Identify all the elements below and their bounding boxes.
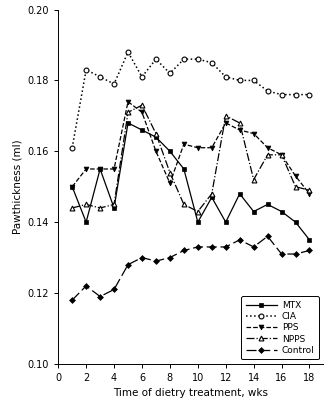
Control [84, 284, 88, 288]
Control [168, 255, 172, 260]
NPPS [154, 131, 158, 136]
MTX [252, 209, 256, 214]
Control [224, 244, 228, 249]
NPPS [182, 202, 186, 207]
X-axis label: Time of dietry treatment, wks: Time of dietry treatment, wks [113, 388, 268, 398]
Control [140, 255, 144, 260]
PPS [140, 110, 144, 115]
CIA [84, 67, 88, 72]
Line: NPPS: NPPS [70, 103, 312, 214]
Control [308, 248, 312, 253]
NPPS [196, 209, 200, 214]
CIA [126, 50, 130, 55]
MTX [266, 202, 269, 207]
CIA [168, 71, 172, 76]
CIA [238, 78, 242, 83]
MTX [126, 120, 130, 125]
CIA [293, 92, 297, 97]
PPS [98, 166, 102, 171]
NPPS [112, 202, 116, 207]
MTX [140, 128, 144, 133]
Control [70, 298, 74, 303]
Control [293, 252, 297, 257]
PPS [266, 145, 269, 150]
MTX [238, 191, 242, 196]
NPPS [266, 152, 269, 157]
CIA [196, 57, 200, 61]
PPS [293, 174, 297, 179]
MTX [112, 206, 116, 210]
NPPS [308, 188, 312, 193]
Line: MTX: MTX [70, 121, 312, 242]
PPS [196, 145, 200, 150]
Control [112, 287, 116, 292]
NPPS [293, 184, 297, 189]
Control [210, 244, 214, 249]
CIA [70, 145, 74, 150]
Control [280, 252, 284, 257]
NPPS [84, 202, 88, 207]
CIA [154, 57, 158, 61]
MTX [98, 166, 102, 171]
NPPS [224, 114, 228, 118]
PPS [126, 99, 130, 104]
MTX [84, 220, 88, 225]
MTX [224, 220, 228, 225]
PPS [154, 149, 158, 154]
NPPS [98, 206, 102, 210]
CIA [280, 92, 284, 97]
CIA [112, 82, 116, 86]
MTX [210, 195, 214, 200]
PPS [238, 128, 242, 133]
CIA [140, 74, 144, 79]
NPPS [280, 152, 284, 157]
MTX [70, 184, 74, 189]
PPS [70, 184, 74, 189]
Control [252, 244, 256, 249]
CIA [98, 74, 102, 79]
Control [196, 244, 200, 249]
MTX [280, 209, 284, 214]
CIA [308, 92, 312, 97]
MTX [308, 238, 312, 242]
PPS [210, 145, 214, 150]
MTX [293, 220, 297, 225]
CIA [210, 60, 214, 65]
CIA [266, 88, 269, 93]
Line: Control: Control [70, 234, 312, 302]
Y-axis label: Pawthickness (ml): Pawthickness (ml) [12, 139, 22, 234]
PPS [182, 142, 186, 147]
MTX [168, 149, 172, 154]
Control [182, 248, 186, 253]
NPPS [252, 177, 256, 182]
NPPS [168, 170, 172, 175]
PPS [112, 166, 116, 171]
PPS [308, 191, 312, 196]
PPS [252, 131, 256, 136]
MTX [196, 220, 200, 225]
PPS [84, 166, 88, 171]
Control [98, 294, 102, 299]
MTX [182, 166, 186, 171]
Control [126, 262, 130, 267]
NPPS [238, 120, 242, 125]
Control [266, 234, 269, 239]
CIA [252, 78, 256, 83]
MTX [154, 135, 158, 139]
Control [154, 259, 158, 263]
CIA [224, 74, 228, 79]
PPS [224, 120, 228, 125]
PPS [168, 181, 172, 185]
Control [238, 238, 242, 242]
NPPS [210, 191, 214, 196]
NPPS [126, 110, 130, 115]
PPS [280, 152, 284, 157]
Line: PPS: PPS [70, 99, 312, 196]
NPPS [140, 103, 144, 107]
Line: CIA: CIA [70, 50, 312, 150]
CIA [182, 57, 186, 61]
Legend: MTX, CIA, PPS, NPPS, Control: MTX, CIA, PPS, NPPS, Control [241, 296, 319, 359]
NPPS [70, 206, 74, 210]
